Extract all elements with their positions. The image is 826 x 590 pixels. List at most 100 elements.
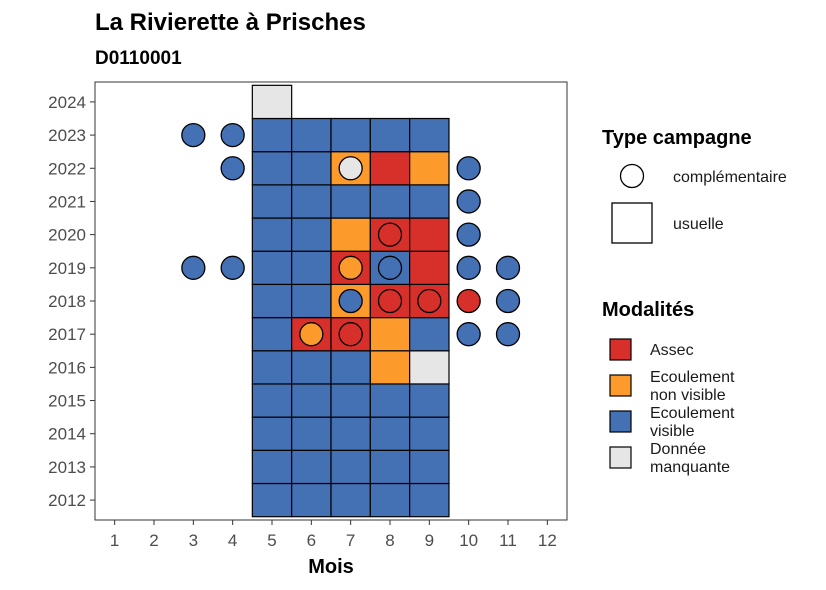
x-tick-label-4: 4 [228,531,237,550]
x-tick-label-11: 11 [499,531,517,550]
y-tick-label-2019: 2019 [48,259,86,278]
legend-type-key-usuelle [611,202,653,244]
y-tick-label-2015: 2015 [48,392,86,411]
tile-2020-6 [291,217,332,252]
x-tick-label-2: 2 [149,531,158,550]
tile-2021-9 [409,184,450,219]
point-2022-10 [456,156,481,181]
tile-2023-8 [369,117,411,153]
tile-2021-6 [291,184,332,219]
tile-2013-5 [251,449,293,485]
tile-2014-8 [369,416,411,451]
chart-subtitle: D0110001 [95,48,182,69]
tiles-layer [251,84,450,518]
tile-2015-9 [409,383,450,418]
tile-2014-5 [251,416,293,451]
tile-2012-9 [409,482,450,518]
tile-2023-5 [251,117,293,153]
point-2022-7 [338,156,363,181]
legend-type-title: Type campagne [602,127,752,149]
legend-type-label-complementaire: complémentaire [673,169,787,186]
x-tick-label-8: 8 [385,531,394,550]
tile-2016-7 [330,350,371,385]
point-2017-11 [495,322,521,347]
tile-2017-8 [369,316,411,352]
legend-mod-key-ecoulement-visible [609,410,632,433]
point-2020-8 [377,222,403,247]
legend-mod-key-donnee-manquante [609,446,632,469]
legend-type-label-usuelle: usuelle [673,216,724,233]
tile-2012-6 [291,482,332,518]
point-2018-11 [495,288,521,314]
point-2020-10 [456,222,481,247]
legend-mod-key-assec [609,338,632,361]
legend-mod-label-ecoulement-visible: Ecoulement visible [650,405,735,440]
tile-2019-9 [409,250,450,286]
tile-2013-6 [291,449,332,485]
y-tick-label-2020: 2020 [48,226,86,245]
legend-mod-label-donnee-manquante: Donnée manquante [650,441,730,476]
y-tick-label-2022: 2022 [48,159,86,178]
y-tick-label-2016: 2016 [48,358,86,377]
tile-2015-8 [369,383,411,418]
tile-2022-5 [251,151,293,186]
legend-mod-key-ecoulement-non-visible [609,374,632,397]
tile-2020-9 [409,217,450,252]
y-tick-label-2013: 2013 [48,458,86,477]
point-2018-7 [338,288,363,314]
tile-2015-7 [330,383,371,418]
point-2018-10 [456,288,481,314]
x-tick-label-1: 1 [110,531,119,550]
tile-2015-5 [251,383,293,418]
y-tick-label-2012: 2012 [48,491,86,510]
x-axis-label: Mois [308,556,354,578]
tile-2017-9 [409,316,450,352]
tile-2022-6 [291,151,332,186]
tile-2019-6 [291,250,332,286]
tile-2013-9 [409,449,450,485]
tile-2016-8 [369,350,411,385]
y-tick-label-2018: 2018 [48,292,86,311]
tile-2021-7 [330,184,371,219]
x-tick-label-12: 12 [538,531,557,550]
point-2019-10 [456,255,481,280]
point-2021-10 [456,189,481,214]
y-tick-label-2014: 2014 [48,425,86,444]
tile-2014-7 [330,416,371,451]
point-2018-8 [377,288,403,314]
legend-mod-label-assec: Assec [650,342,694,359]
point-2019-11 [495,255,521,280]
tile-2022-9 [409,151,450,186]
y-tick-label-2017: 2017 [48,325,86,344]
point-2017-10 [456,322,481,347]
y-tick-label-2024: 2024 [48,93,86,112]
point-2023-3 [181,122,206,148]
tile-2013-7 [330,449,371,485]
x-tick-label-6: 6 [307,531,316,550]
tile-2018-5 [251,283,293,319]
tile-2018-6 [291,283,332,319]
y-axis: 2012 2013 2014 2015 2016 2017 2018 2019 2020 2021… [48,93,95,510]
points-layer [181,122,521,347]
x-tick-label-3: 3 [189,531,198,550]
tile-2012-7 [330,482,371,518]
tile-2014-9 [409,416,450,451]
point-2019-7 [338,255,363,280]
legend-type-key-complementaire [619,163,645,189]
tile-2019-5 [251,250,293,286]
point-2019-8 [377,255,403,280]
point-2023-4 [220,122,245,148]
tile-2014-6 [291,416,332,451]
legend-modalites-title: Modalités [602,299,694,321]
tile-2022-8 [369,151,411,186]
point-2022-4 [220,156,245,181]
x-tick-label-9: 9 [425,531,434,550]
point-2017-7 [338,322,363,347]
legend-mod-label-ecoulement-non-visible: Ecoulement non visible [650,369,735,404]
point-2018-9 [417,288,442,314]
tile-2020-7 [330,217,371,252]
tile-2012-8 [369,482,411,518]
point-2017-6 [299,322,324,347]
x-tick-label-5: 5 [267,531,276,550]
